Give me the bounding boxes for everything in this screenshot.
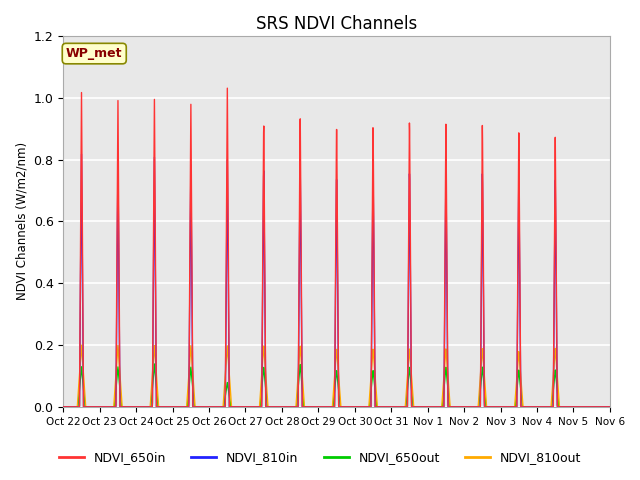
Text: WP_met: WP_met [66, 47, 122, 60]
Legend: NDVI_650in, NDVI_810in, NDVI_650out, NDVI_810out: NDVI_650in, NDVI_810in, NDVI_650out, NDV… [54, 446, 586, 469]
Y-axis label: NDVI Channels (W/m2/nm): NDVI Channels (W/m2/nm) [15, 143, 28, 300]
Title: SRS NDVI Channels: SRS NDVI Channels [256, 15, 417, 33]
